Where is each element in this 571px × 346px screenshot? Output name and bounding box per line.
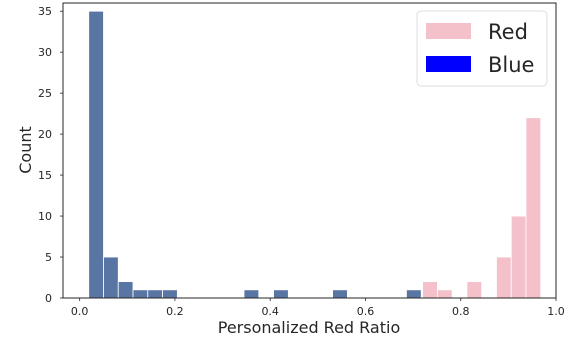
bar-blue-1 [103, 256, 119, 299]
y-tick-label: 20 [38, 128, 52, 141]
y-tick-label: 30 [38, 46, 52, 59]
bar-red-0 [422, 281, 438, 299]
y-tick-label: 10 [38, 210, 52, 223]
bar-blue-7 [273, 289, 289, 299]
bar-blue-5 [162, 289, 178, 299]
plot-frame [62, 2, 557, 299]
x-tick-label: 0.4 [261, 305, 279, 318]
y-tick-label: 25 [38, 87, 52, 100]
bar-blue-8 [332, 289, 348, 299]
y-tick-label: 0 [45, 292, 52, 305]
y-tick-label: 15 [38, 169, 52, 182]
bar-blue-3 [132, 289, 149, 299]
y-axis-ticks: 0 5 10 15 20 25 30 35 [38, 5, 63, 305]
y-tick-label: 5 [45, 251, 52, 264]
bar-red-3 [496, 256, 512, 299]
y-axis-title: Count [16, 126, 35, 174]
x-tick-label: 0.2 [166, 305, 184, 318]
x-tick-label: 0.0 [71, 305, 89, 318]
bar-blue-2 [117, 281, 134, 299]
bars-layer [88, 10, 542, 299]
bar-red-1 [436, 289, 453, 299]
bar-blue-9 [406, 289, 422, 299]
y-tick-label: 35 [38, 5, 52, 18]
legend-swatch-red [426, 23, 471, 39]
bar-red-2 [466, 281, 483, 299]
bar-blue-4 [147, 289, 163, 299]
x-tick-label: 0.6 [357, 305, 375, 318]
x-axis-title: Personalized Red Ratio [218, 318, 401, 337]
x-axis-ticks: 0.0 0.2 0.4 0.6 0.8 1.0 [71, 298, 565, 318]
bar-red-5 [525, 117, 542, 299]
bar-blue-6 [243, 289, 260, 299]
bar-blue-0 [88, 10, 104, 299]
legend: Red Blue [416, 10, 548, 87]
legend-label-blue: Blue [488, 53, 534, 77]
bar-red-4 [510, 215, 527, 299]
legend-label-red: Red [488, 20, 528, 44]
x-tick-label: 1.0 [547, 305, 565, 318]
legend-swatch-blue [426, 56, 471, 72]
x-tick-label: 0.8 [452, 305, 470, 318]
